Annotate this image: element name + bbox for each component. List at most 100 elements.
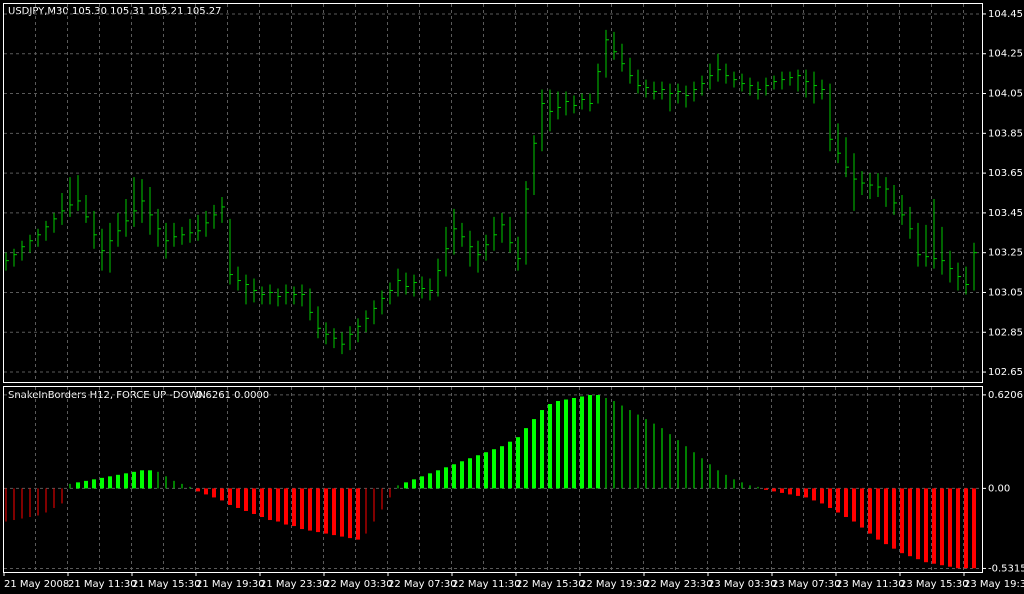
histogram-bar: [788, 488, 792, 495]
histogram-bar: [964, 488, 968, 569]
histogram-bar: [412, 479, 416, 489]
histogram-bar: [21, 488, 23, 519]
histogram-bar: [540, 410, 544, 489]
histogram-bar: [316, 488, 320, 533]
histogram-bar: [860, 488, 864, 528]
histogram-bar: [212, 488, 216, 498]
y-tick-label: -0.5315: [988, 563, 1024, 574]
histogram-bar: [348, 488, 352, 539]
histogram-bar: [701, 458, 703, 489]
histogram-bar: [292, 488, 296, 527]
histogram-bar: [436, 470, 440, 489]
histogram-bar: [709, 464, 711, 489]
histogram-bar: [717, 470, 719, 489]
histogram-bar: [764, 488, 768, 490]
histogram-bar: [5, 488, 7, 522]
histogram-bar: [268, 488, 272, 521]
histogram-bar: [468, 458, 472, 489]
histogram-bar: [324, 488, 328, 534]
histogram-bar: [852, 488, 856, 522]
histogram-bar: [13, 488, 15, 521]
y-tick-label: 103.05: [988, 287, 1023, 298]
histogram-bar: [181, 483, 183, 489]
histogram-bar: [524, 428, 528, 489]
histogram-bar: [165, 476, 167, 489]
x-tick-label: 21 May 11:30: [68, 579, 137, 590]
histogram-bar: [45, 488, 47, 513]
x-tick-label: 21 May 2008: [4, 579, 69, 590]
y-tick-label: 103.65: [988, 168, 1023, 179]
histogram-bar: [772, 488, 776, 492]
histogram-bar: [84, 480, 88, 489]
histogram-bar: [572, 397, 576, 489]
histogram-bar: [900, 488, 904, 554]
indicator-readout: 0.6261 0.0000: [196, 390, 269, 401]
x-tick-label: 22 May 23:30: [644, 579, 713, 590]
histogram-bar: [940, 488, 944, 566]
histogram-bar: [892, 488, 896, 549]
histogram-bar: [173, 480, 175, 489]
histogram-bar: [884, 488, 888, 545]
histogram-bar: [868, 488, 872, 534]
histogram-bar: [484, 452, 488, 489]
x-tick-label: 23 May 15:30: [900, 579, 969, 590]
histogram-bar: [645, 419, 647, 489]
histogram-bar: [621, 405, 623, 489]
histogram-bar: [389, 488, 391, 498]
histogram-bar: [420, 476, 424, 489]
histogram-bar: [725, 474, 727, 489]
histogram-bar: [508, 441, 512, 489]
x-tick-label: 22 May 15:30: [516, 579, 585, 590]
histogram-bar: [733, 479, 735, 489]
x-tick-label: 21 May 23:30: [260, 579, 329, 590]
indicator-frame: [3, 386, 983, 573]
y-tick-label: 102.85: [988, 327, 1023, 338]
y-tick-label: 103.85: [988, 128, 1023, 139]
histogram-bar: [284, 488, 288, 525]
x-tick-label: 22 May 03:30: [324, 579, 393, 590]
histogram-bar: [308, 488, 312, 531]
histogram-bar: [580, 396, 584, 489]
histogram-bar: [76, 482, 80, 489]
y-tick-label: 0.00: [988, 483, 1010, 494]
histogram-bar: [140, 470, 144, 489]
histogram-bar: [356, 488, 360, 540]
histogram-bar: [556, 401, 560, 489]
histogram-bar: [564, 399, 568, 489]
histogram-bar: [157, 471, 159, 489]
histogram-bar: [228, 488, 232, 505]
histogram-bar: [108, 476, 112, 489]
x-tick-label: 22 May 19:30: [580, 579, 649, 590]
y-tick-label: 104.25: [988, 49, 1023, 60]
y-tick-label: 102.65: [988, 367, 1023, 378]
histogram-bar: [92, 479, 96, 489]
histogram-bar: [661, 428, 663, 489]
histogram-bar: [124, 473, 128, 489]
histogram-bar: [693, 452, 695, 489]
histogram-bar: [500, 446, 504, 489]
histogram-bar: [804, 488, 808, 498]
histogram-bar: [828, 488, 832, 508]
quote: 105.30 105.31 105.21 105.27: [72, 6, 222, 17]
histogram-bar: [924, 488, 928, 563]
histogram-bar: [613, 401, 615, 489]
histogram-bar: [244, 488, 248, 511]
histogram-bar: [669, 434, 671, 489]
x-tick-label: 22 May 11:30: [452, 579, 521, 590]
histogram-bar: [332, 488, 336, 536]
histogram-bar: [381, 488, 383, 510]
histogram-bar: [460, 461, 464, 489]
indicator-title: SnakeInBorders H12, FORCE UP -DOWN: [8, 390, 206, 401]
histogram-bar: [588, 394, 592, 489]
histogram-bar: [116, 474, 120, 489]
histogram-bar: [132, 471, 136, 489]
y-tick-label: 104.45: [988, 9, 1023, 20]
histogram-bar: [492, 449, 496, 489]
histogram-bar: [404, 482, 408, 489]
histogram-bar: [796, 488, 800, 496]
x-tick-label: 23 May 03:30: [708, 579, 777, 590]
histogram-bar: [844, 488, 848, 518]
histogram-bar: [29, 488, 31, 518]
histogram-bar: [677, 440, 679, 489]
histogram-bar: [972, 488, 976, 569]
